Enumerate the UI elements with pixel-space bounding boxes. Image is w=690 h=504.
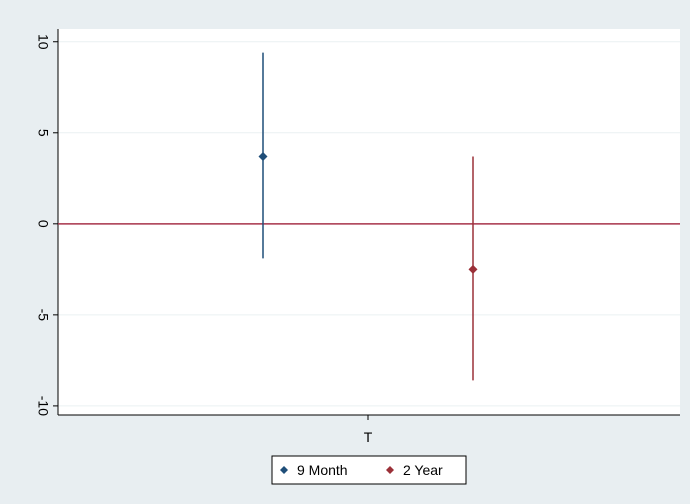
legend: 9 Month 2 Year: [271, 455, 467, 485]
plot-area: [58, 29, 680, 415]
x-tick-label: T: [364, 429, 373, 445]
y-tick-label: -5: [35, 309, 51, 322]
y-axis-ticks: 10 5 0 -5 -10: [35, 34, 58, 416]
legend-label: 2 Year: [403, 462, 443, 478]
y-tick-label: 10: [35, 34, 51, 50]
legend-box: [271, 455, 467, 485]
legend-marker: [280, 466, 288, 474]
legend-marker: [386, 466, 394, 474]
y-tick-label: 0: [35, 220, 51, 228]
y-tick-label: 5: [35, 129, 51, 137]
point-estimate-marker: [258, 151, 268, 161]
y-tick-label: -10: [35, 396, 51, 416]
point-estimate-marker: [468, 264, 478, 274]
legend-label: 9 Month: [297, 462, 348, 478]
series-group: [258, 52, 478, 381]
x-axis-ticks: T: [364, 415, 373, 445]
